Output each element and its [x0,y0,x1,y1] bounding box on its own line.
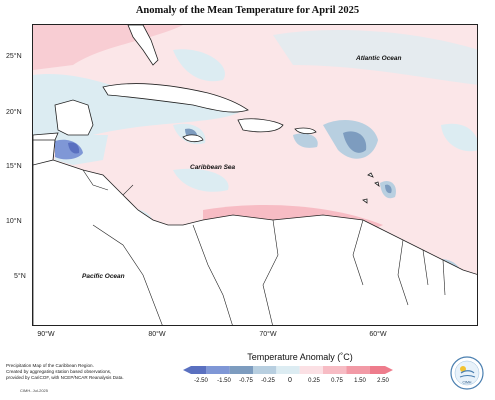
blue-bahamas [173,49,225,82]
map-frame [32,24,478,326]
footnote-line: Created by aggregating station based obs… [6,369,112,374]
blue-east-atlantic [441,123,477,152]
anomaly-map [33,25,477,325]
lat-label-10n: 10°N [6,218,22,225]
lon-label-80w: 80°W [148,331,166,338]
lon-label-70w: 70°W [259,331,277,338]
legend-tick: 0.25 [308,378,320,384]
legend-tick: 1.50 [354,378,366,384]
blue-barbados-core [385,184,392,194]
jamaica [182,134,204,143]
yucatan [54,99,94,136]
blue-south-caribbean [173,168,229,192]
lon-label-60w: 60°W [369,331,387,338]
lat-label-25n: 25°N [6,53,22,60]
caribbean-sea-label: Caribbean Sea [190,164,236,171]
hispaniola [237,118,284,133]
lon-label-90w: 90°W [37,331,55,338]
legend-colorbar [183,366,393,374]
lat-label-20n: 20°N [6,109,22,116]
legend-swatch [346,366,370,374]
blue-belize-core [68,142,80,154]
blue-antilles-core [343,131,367,153]
legend-swatch [253,366,277,374]
pacific-ocean-label: Pacific Ocean [82,273,125,280]
lesser-antilles-1 [367,172,374,178]
map-title: Anomaly of the Mean Temperature for Apri… [135,5,360,16]
legend-swatch [299,366,323,374]
legend-swatch [323,366,347,374]
lat-label-15n: 15°N [6,163,22,170]
legend-swatch [229,366,253,374]
legend-title: Temperature Anomaly (˚C) [247,352,353,362]
legend-swatch [369,366,393,374]
legend-tick: 0.75 [331,378,343,384]
legend-tick: -0.25 [261,378,275,384]
legend-tick: -1.50 [217,378,231,384]
cuba [102,83,249,113]
footnote-line: provided by CariCOF, with NCEP/NCAR Rean… [6,375,124,380]
florida [127,25,159,66]
footnote: Precipitation Map of the Caribbean Regio… [6,363,166,381]
lat-label-5n: 5°N [14,273,26,280]
legend-tick: -2.50 [194,378,208,384]
footnote-line: Precipitation Map of the Caribbean Regio… [6,363,94,368]
trinidad [362,198,368,204]
logo-text: CIMH [463,381,472,385]
puerto-rico [294,127,317,135]
legend-tick: 0 [288,377,292,384]
cimh-logo: CIMH [450,356,484,390]
credit-text: CIMH- Jul-2025 [20,388,49,393]
lesser-antilles-2 [374,181,380,187]
legend-swatch [206,366,230,374]
country-borders [82,169,446,325]
blue-puerto-rico [293,133,318,148]
legend-tick: -0.75 [239,378,253,384]
blue-atlantic [273,30,477,85]
legend-swatch [183,366,207,374]
legend-tick: 2.50 [377,378,389,384]
legend-swatch [276,366,300,374]
atlantic-ocean-label: Atlantic Ocean [356,55,402,62]
mexico-south [33,139,56,166]
